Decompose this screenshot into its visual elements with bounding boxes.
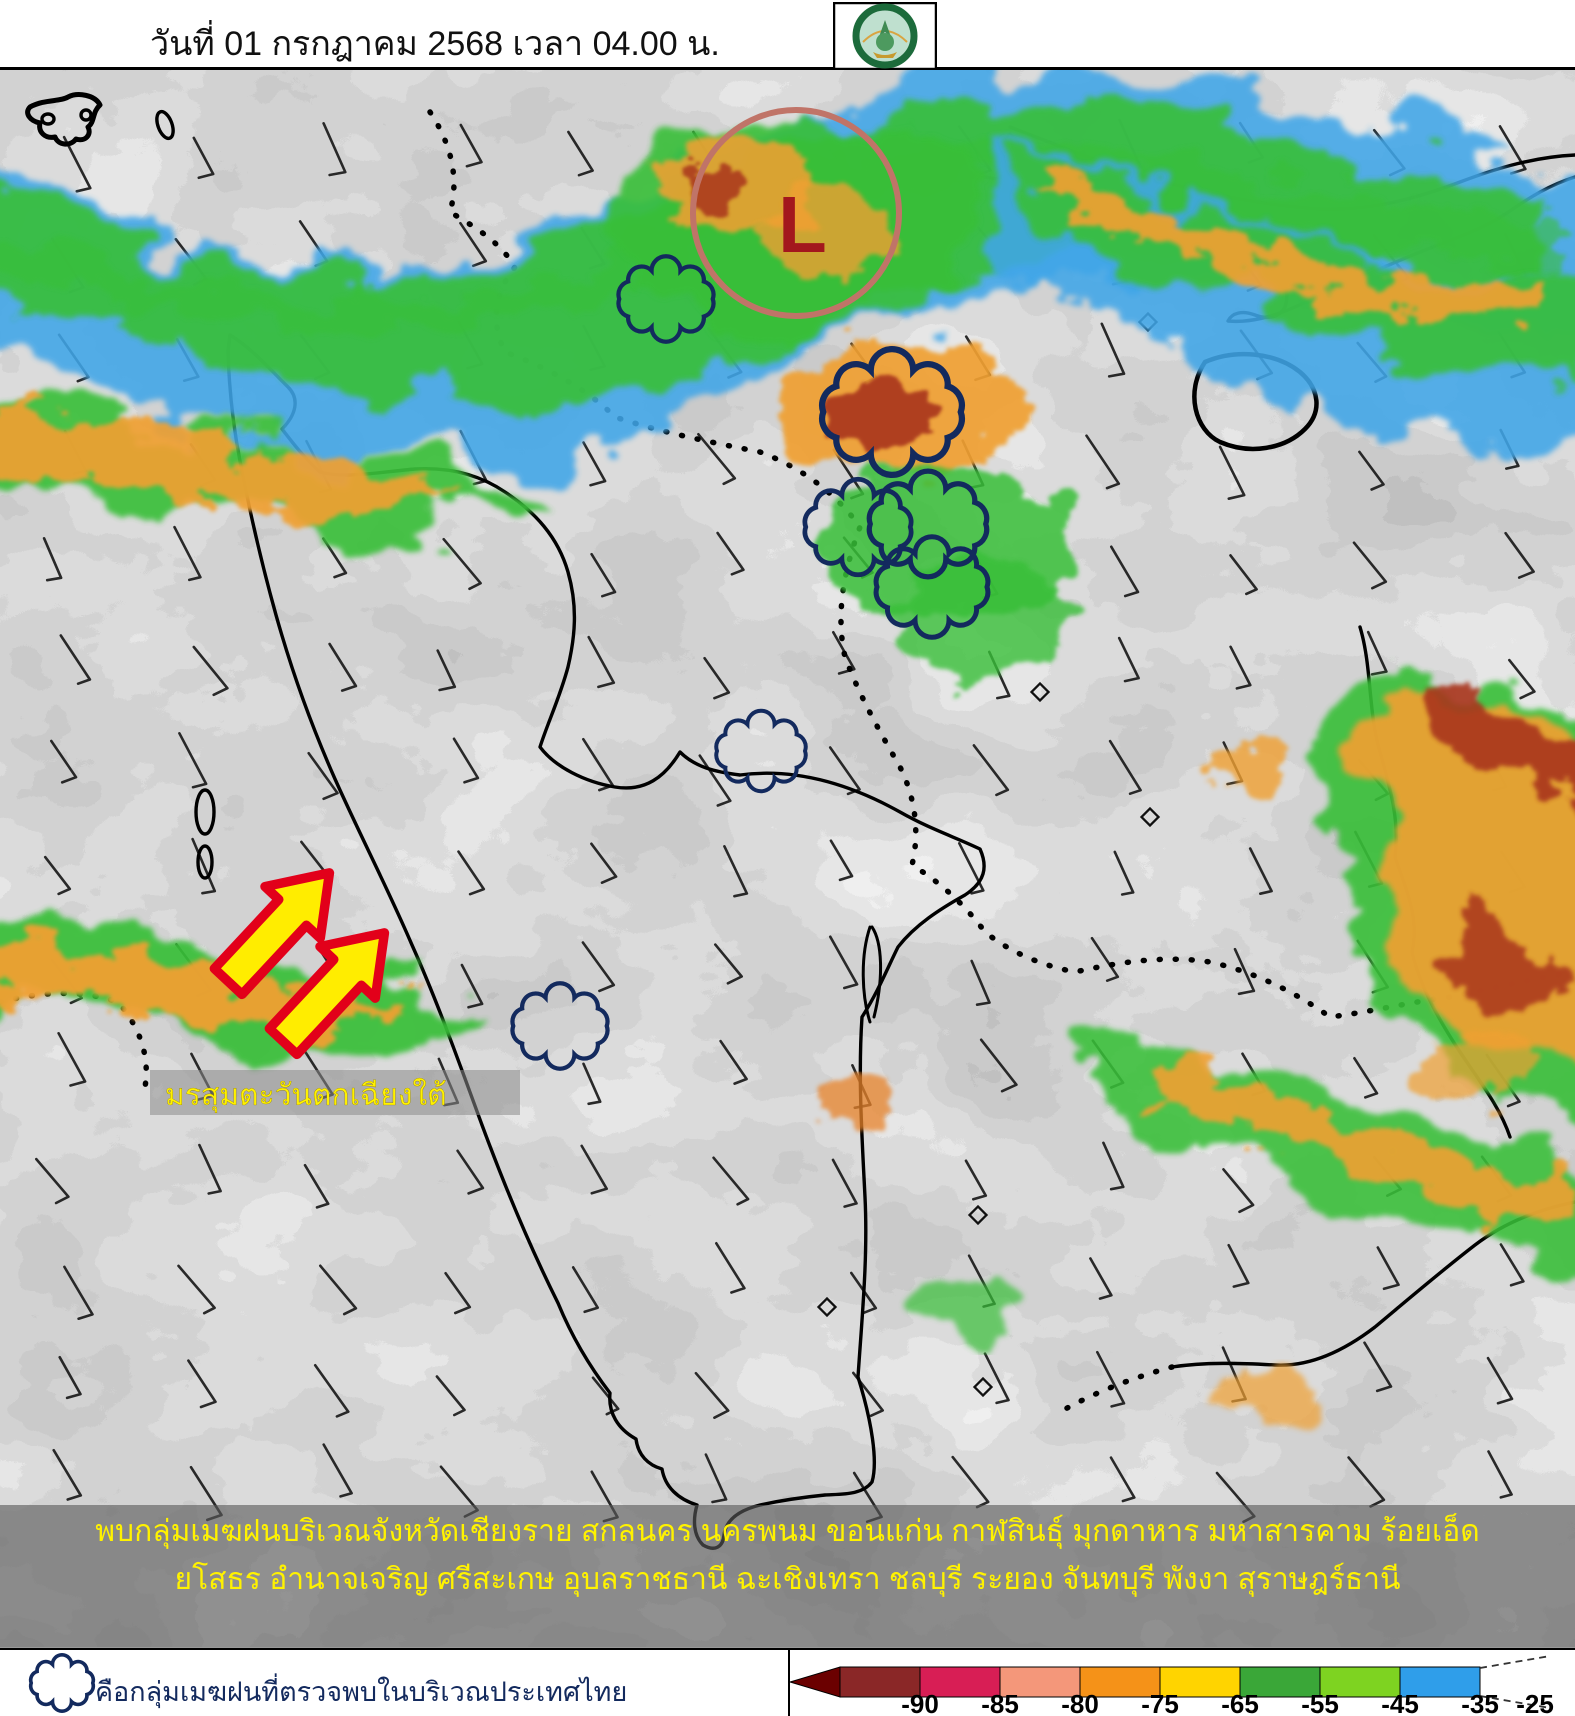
svg-text:มรสุมตะวันตกเฉียงใต้: มรสุมตะวันตกเฉียงใต้ [165,1078,447,1114]
svg-text:-80: -80 [1061,1689,1099,1716]
svg-text:-35: -35 [1461,1689,1499,1716]
svg-text:L: L [778,180,827,269]
svg-text:-85: -85 [981,1689,1019,1716]
svg-text:-75: -75 [1141,1689,1179,1716]
svg-text:-65: -65 [1221,1689,1259,1716]
svg-text:-45: -45 [1381,1689,1419,1716]
svg-text:-90: -90 [901,1689,939,1716]
svg-text:-55: -55 [1301,1689,1339,1716]
svg-text:-25: -25 [1516,1689,1554,1716]
